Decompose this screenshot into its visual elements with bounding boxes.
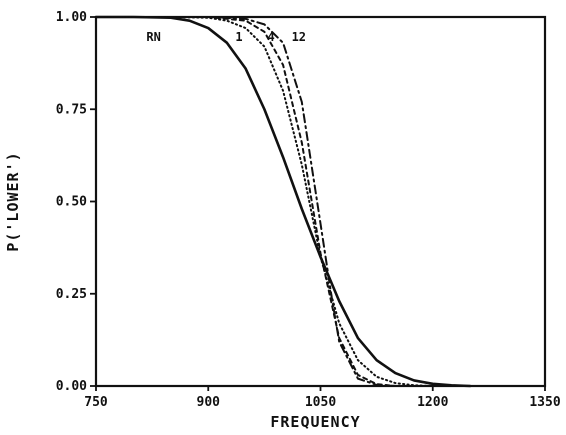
x-tick-label: 1200: [417, 395, 448, 410]
x-axis-label: FREQUENCY: [270, 413, 360, 431]
series-line-rn: [94, 15, 472, 388]
y-tick-label: 0.50: [56, 195, 87, 210]
x-tick-label: 1050: [305, 395, 336, 410]
series-line-4: [95, 16, 397, 387]
curve-label-12: 12: [292, 30, 306, 44]
series-line-1: [95, 16, 434, 387]
x-tick-label: 750: [84, 395, 108, 410]
y-axis-label: P('LOWER'): [4, 151, 22, 251]
y-tick-label: 0.25: [56, 287, 87, 302]
y-tick-label: 0.75: [56, 102, 87, 117]
x-tick-label: 900: [197, 395, 221, 410]
curve-label-4: 4: [267, 30, 274, 44]
plot-layer: 750 900 1050 1200 1350 0.00 0.25 0.50 0.75 1.00 FR…: [4, 10, 561, 431]
y-tick-label: 1.00: [56, 10, 87, 25]
series-line-12: [95, 16, 397, 387]
x-tick-label: 1350: [529, 395, 560, 410]
y-tick-label: 0.00: [56, 379, 87, 394]
plot-frame: [94, 15, 547, 388]
curve-label-rn: RN: [146, 30, 160, 44]
curve-label-1: 1: [235, 30, 242, 44]
